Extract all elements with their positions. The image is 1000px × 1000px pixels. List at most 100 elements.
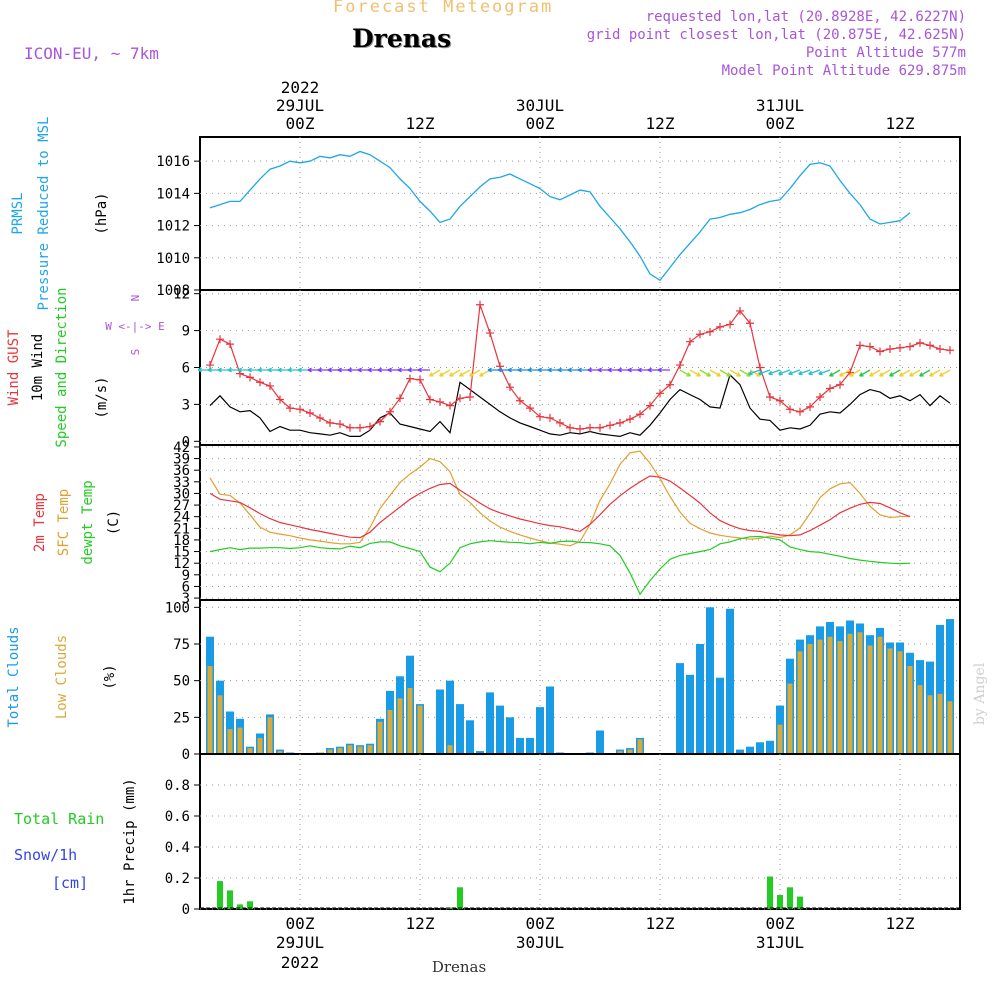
wind-gust-marker — [856, 341, 864, 350]
low-cloud-bar — [907, 666, 913, 754]
precip-ytick-label: 0 — [182, 902, 190, 918]
rain-bar — [797, 896, 803, 909]
wind-direction-arrow — [909, 369, 921, 377]
wind-direction-arrow — [748, 369, 761, 376]
wind-direction-arrow — [829, 369, 841, 377]
total-cloud-bar — [456, 704, 464, 754]
wind-direction-arrow — [439, 369, 451, 377]
wind-gust-marker — [686, 337, 694, 346]
total-cloud-bar — [486, 692, 494, 754]
temp-ytick-label: 18 — [173, 533, 190, 549]
rain-bar — [777, 895, 783, 909]
temp-ytick-label: 27 — [173, 498, 190, 514]
total-cloud-bar — [436, 689, 444, 754]
clouds-ytick-label: 50 — [173, 674, 190, 690]
wind-direction-arrow — [778, 369, 791, 376]
wind-gust-marker — [386, 407, 394, 416]
wind-gust-marker — [376, 417, 384, 426]
chart-title: Forecast Meteogram — [333, 0, 554, 17]
low-cloud-bar — [937, 693, 943, 754]
temp-ylabel: dewpt Temp — [80, 480, 96, 564]
wind-gust-marker — [716, 322, 724, 331]
wind-ytick-label: 3 — [182, 397, 190, 413]
total-cloud-bar — [726, 608, 734, 754]
total-cloud-bar — [526, 737, 534, 754]
precip-ytick-label: 0.6 — [165, 809, 190, 825]
clouds-ylabel: Total Clouds — [6, 626, 22, 727]
low-cloud-bar — [247, 748, 253, 754]
wind-direction-arrow — [768, 369, 781, 376]
clouds-ytick-label: 75 — [173, 637, 190, 653]
low-cloud-bar — [337, 748, 343, 754]
low-cloud-bar — [267, 717, 273, 754]
wind-direction-arrow — [939, 369, 951, 377]
wind-direction-arrow — [689, 369, 701, 377]
wind-ytick-label: 9 — [182, 324, 190, 340]
low-cloud-bar — [887, 648, 893, 754]
top-time-label: 00Z — [766, 114, 795, 133]
wind-direction-arrow — [839, 369, 851, 377]
wind-gust-marker — [346, 423, 354, 432]
pressure-ylabel: Pressure Reduced to MSL — [36, 117, 52, 311]
wind-direction-arrow — [699, 369, 711, 377]
wind-gust-marker — [736, 306, 744, 315]
top-time-label: 00Z — [286, 114, 315, 133]
wind-ylabel: Speed and Direction — [54, 287, 70, 447]
bottom-time-label: 00Z — [286, 914, 315, 933]
wind-gust-marker — [626, 415, 634, 424]
wind-gust-marker — [696, 330, 704, 339]
precip-frame — [199, 753, 961, 910]
total-cloud-bar — [946, 619, 954, 754]
rain-bar — [247, 901, 253, 910]
top-time-label: 12Z — [646, 114, 675, 133]
temp-ytick-label: 42 — [173, 440, 190, 456]
low-cloud-bar — [207, 666, 213, 754]
bottom-time-label: 00Z — [766, 914, 795, 933]
low-cloud-bar — [917, 685, 923, 754]
footer-location: Drenas — [432, 958, 486, 976]
low-cloud-bar — [357, 746, 363, 754]
bottom-date-label: 30JUL — [516, 933, 564, 952]
precip-label-rain: Total Rain — [14, 810, 104, 828]
total-cloud-bar — [536, 707, 544, 754]
low-cloud-bar — [257, 737, 263, 754]
wind-ytick-label: 0 — [182, 434, 190, 450]
rain-bar — [787, 887, 793, 909]
precip-ytick-label: 0.4 — [165, 840, 190, 856]
bottom-year-label: 2022 — [281, 953, 320, 972]
wind-gust-marker — [396, 394, 404, 403]
bottom-date-label: 31JUL — [756, 933, 804, 952]
temp-ytick-label: 24 — [173, 510, 190, 526]
wind-gust-marker — [356, 423, 364, 432]
wind-direction-arrow — [849, 369, 861, 377]
pressure-ytick-label: 1012 — [156, 219, 190, 235]
low-cloud-bar — [237, 727, 243, 754]
wind-gust-marker — [306, 409, 314, 418]
wind-gust-marker — [576, 425, 584, 434]
top-date-label: 30JUL — [516, 96, 564, 115]
location-title: Drenas — [352, 24, 452, 53]
wind-gust-marker — [476, 300, 484, 309]
wind-gust-marker — [556, 418, 564, 427]
wind-gust-marker — [276, 395, 284, 404]
wind-unit: (m/s) — [94, 376, 110, 418]
rain-bar — [217, 881, 223, 909]
clouds-ytick-label: 100 — [165, 600, 190, 616]
wind-direction-arrow — [879, 369, 891, 377]
wind-gust-marker — [796, 407, 804, 416]
temp-ytick-label: 15 — [173, 545, 190, 561]
grid-coords: grid point closest lon,lat (20.875E, 42.… — [586, 27, 966, 43]
top-date-label: 31JUL — [756, 96, 804, 115]
compass-north: N — [129, 295, 142, 302]
wind-gust-marker — [646, 401, 654, 410]
low-cloud-bar — [797, 651, 803, 754]
wind-gust-marker — [606, 421, 614, 430]
total-cloud-bar — [686, 674, 694, 754]
precip-ytick-label: 0.2 — [165, 871, 190, 887]
wind-direction-arrow — [859, 369, 871, 377]
total-cloud-bar — [706, 607, 714, 754]
low-cloud-bar — [277, 751, 283, 754]
temp-ylabel: 2m Temp — [32, 493, 48, 552]
